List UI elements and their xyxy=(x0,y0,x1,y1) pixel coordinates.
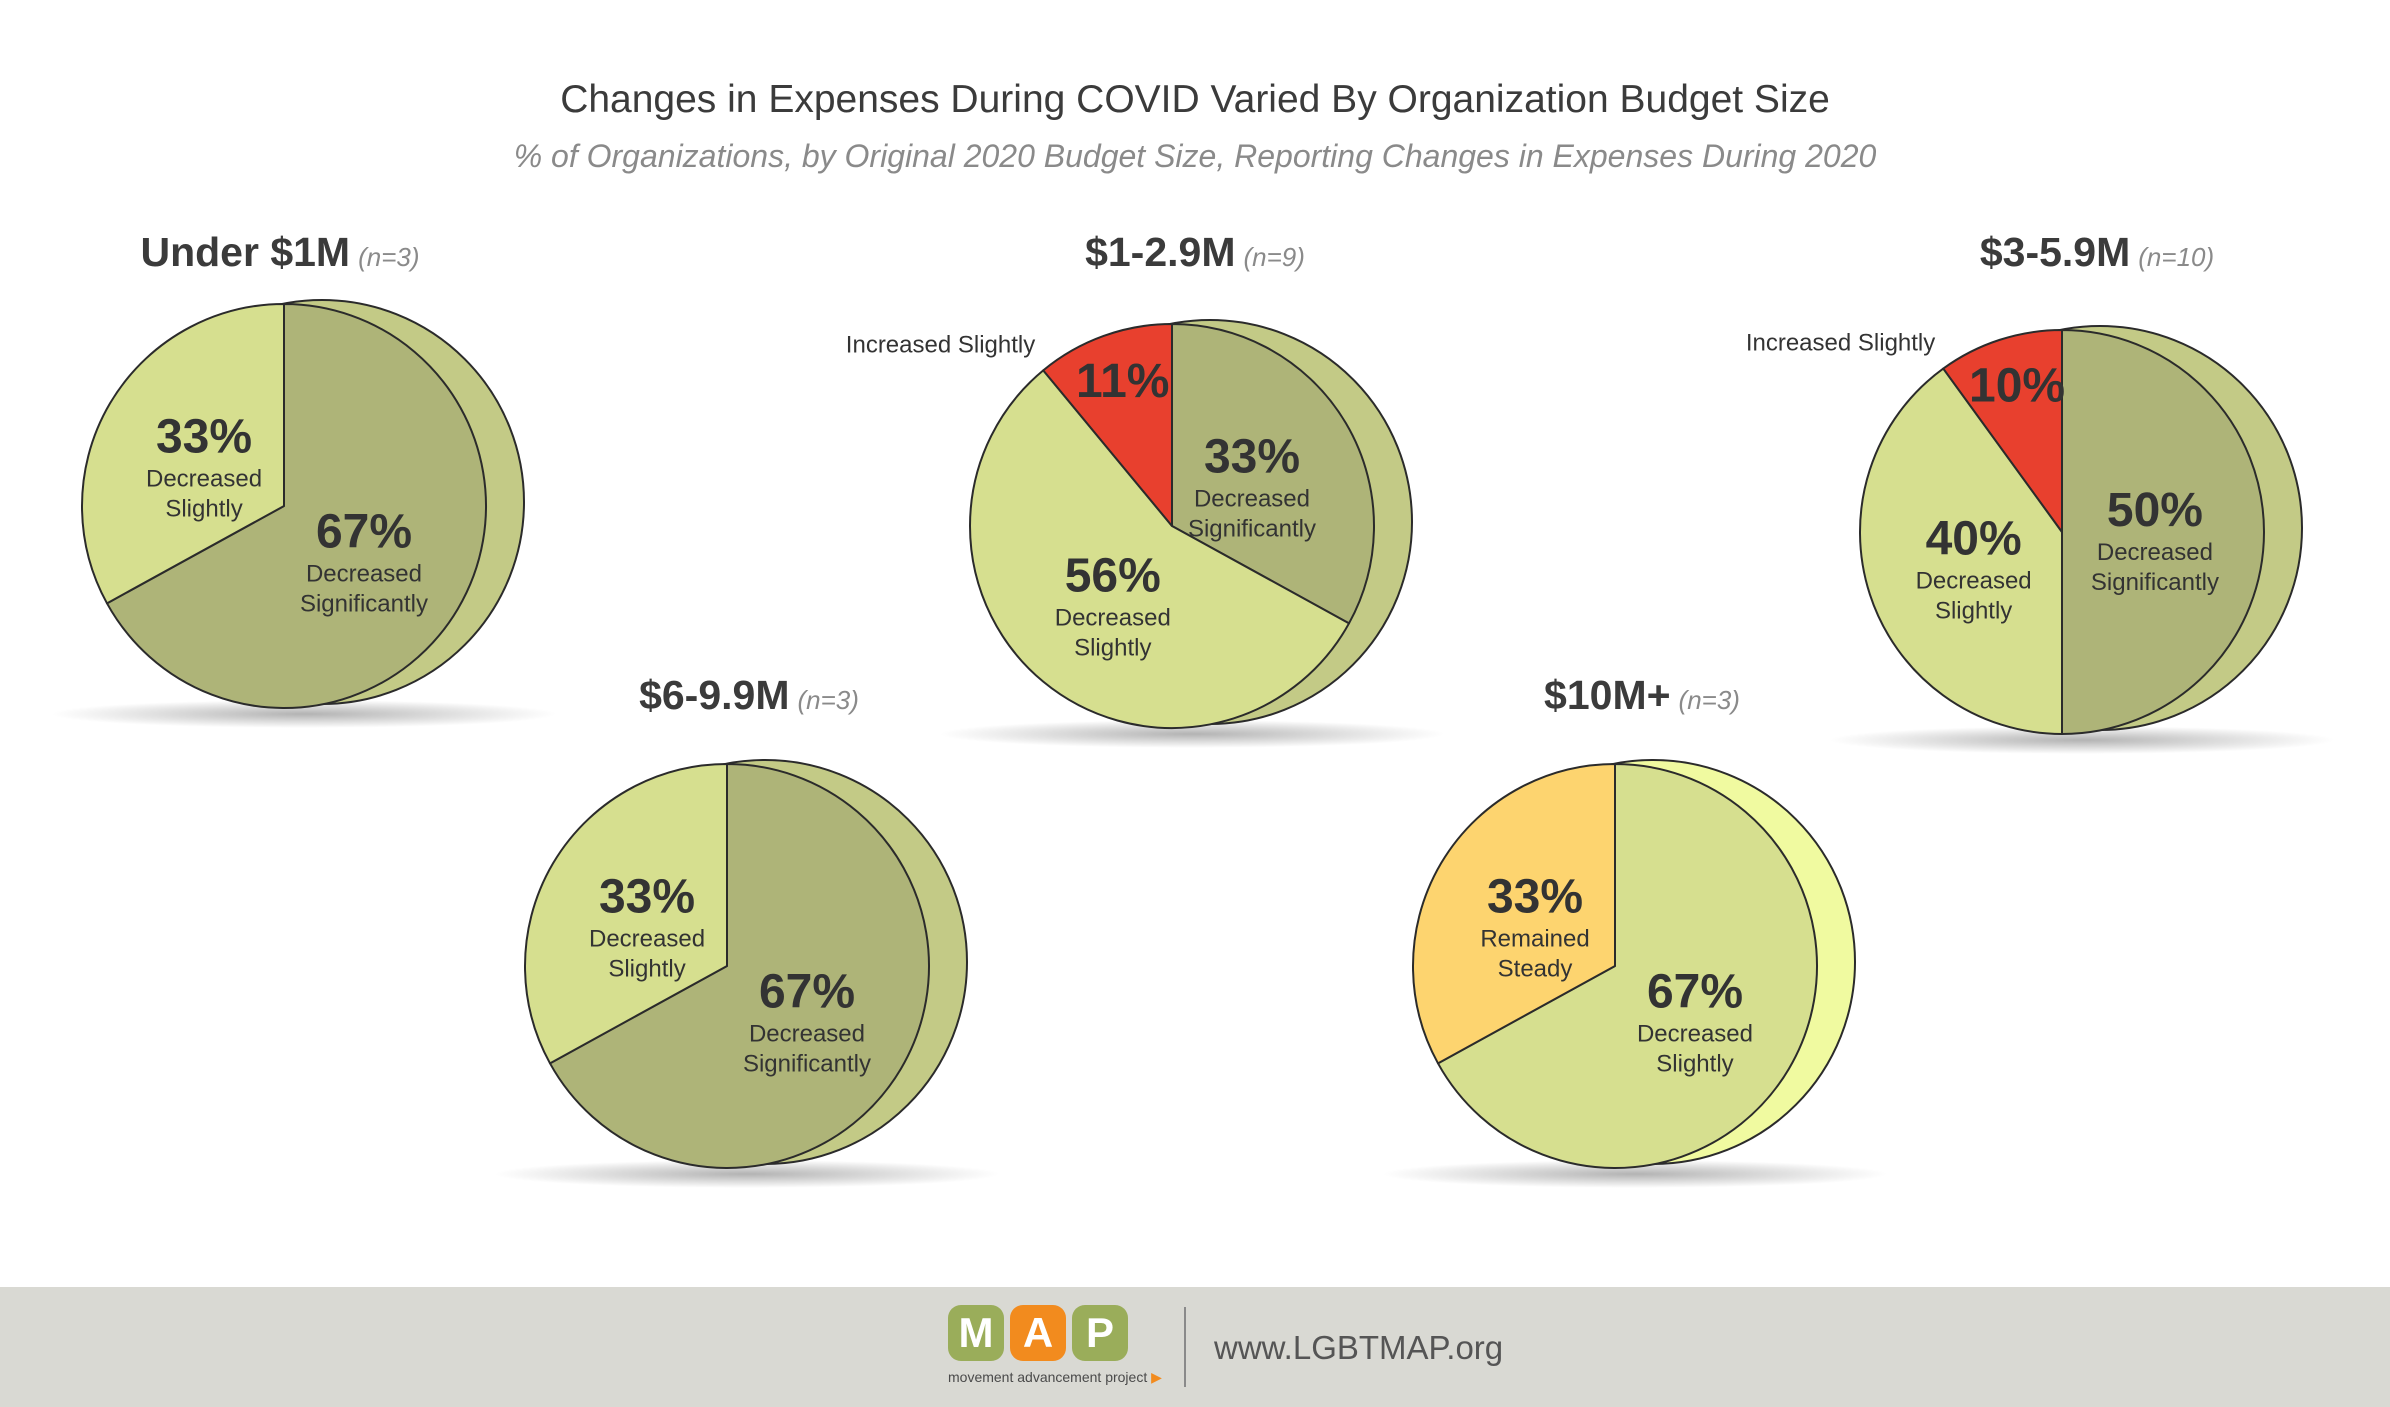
pie-category-label: $6-9.9M xyxy=(639,672,790,718)
slice-percent-label: 67% xyxy=(316,505,412,558)
pie-heading-10m: $10M+ (n=3) xyxy=(1544,675,1740,716)
pie-heading-3-5-9m: $3-5.9M (n=10) xyxy=(1980,232,2214,273)
chart-subtitle: % of Organizations, by Original 2020 Bud… xyxy=(513,138,1877,174)
pie-slice-decreased-significantly xyxy=(105,303,487,709)
slice-category-label: Slightly xyxy=(165,496,242,523)
slice-category-label: Decreased xyxy=(1055,605,1171,632)
chart-title: Changes in Expenses During COVID Varied … xyxy=(560,78,1830,121)
pie-slice-decreased-significantly xyxy=(548,763,930,1169)
slice-category-label: Decreased xyxy=(1194,486,1310,513)
slice-category-label: Decreased xyxy=(1916,568,2032,595)
slice-category-label: Significantly xyxy=(300,590,428,617)
pie-sample-size: (n=3) xyxy=(358,242,420,272)
pie-heading-6-9-9m: $6-9.9M (n=3) xyxy=(639,675,859,716)
logo-letter-p: P xyxy=(1072,1305,1128,1361)
slice-percent-label: 10% xyxy=(1969,360,2065,413)
pie-charts-canvas: 67%DecreasedSignificantly33%DecreasedSli… xyxy=(51,299,2335,1188)
slice-category-label: Decreased xyxy=(2097,539,2213,566)
logo-letters: M A P xyxy=(948,1305,1148,1363)
pie-slice-decreased-significantly xyxy=(1171,323,1375,625)
slice-category-label: Slightly xyxy=(608,956,685,983)
slice-category-label: Slightly xyxy=(1656,1050,1733,1077)
slice-percent-label: 50% xyxy=(2107,484,2203,537)
slice-category-label: Slightly xyxy=(1074,635,1151,662)
slice-percent-label: 67% xyxy=(759,965,855,1018)
pie-sample-size: (n=9) xyxy=(1243,242,1305,272)
slice-category-label: Increased Slightly xyxy=(846,331,1035,358)
website-link[interactable]: www.LGBTMAP.org xyxy=(1214,1329,1504,1366)
slice-category-label: Slightly xyxy=(1935,598,2012,625)
pie-slice-decreased-slightly xyxy=(524,763,728,1065)
pie-slice-increased-slightly xyxy=(1942,329,2063,533)
pie-slice-decreased-slightly xyxy=(969,369,1351,729)
pie-category-label: $1-2.9M xyxy=(1085,229,1236,275)
slice-percent-label: 33% xyxy=(599,871,695,924)
slice-category-label: Steady xyxy=(1498,956,1573,983)
footer-divider xyxy=(1184,1307,1186,1387)
slice-category-label: Decreased xyxy=(589,926,705,953)
pie-sample-size: (n=3) xyxy=(797,685,859,715)
pie-category-label: $3-5.9M xyxy=(1979,229,2131,275)
pie-shadow xyxy=(1829,726,2335,754)
slice-category-label: Significantly xyxy=(2091,569,2219,596)
footer-bar: M A P movement advancement project ▶ www… xyxy=(0,1287,2390,1407)
logo-tagline-text: movement advancement project xyxy=(948,1369,1148,1385)
logo-letter-a: A xyxy=(1010,1305,1066,1361)
slice-category-label: Decreased xyxy=(749,1020,865,1047)
pie-slice-decreased-slightly xyxy=(1436,763,1818,1169)
pie-slice-decreased-significantly xyxy=(2061,329,2265,735)
play-arrow-icon: ▶ xyxy=(1151,1369,1162,1385)
slice-category-label: Decreased xyxy=(1637,1020,1753,1047)
pie-category-label: Under $1M xyxy=(140,229,351,275)
slice-percent-label: 56% xyxy=(1065,550,1161,603)
pie-sample-size: (n=10) xyxy=(2138,242,2215,272)
pie-slice-increased-slightly xyxy=(1042,323,1173,527)
pie-slice-decreased-slightly xyxy=(81,303,285,605)
pie-chart-under-1m: 67%DecreasedSignificantly33%DecreasedSli… xyxy=(51,299,557,728)
map-logo[interactable]: M A P movement advancement project ▶ xyxy=(948,1305,1162,1395)
pie-slice-decreased-slightly xyxy=(1859,367,2063,735)
slice-percent-label: 40% xyxy=(1926,513,2022,566)
slice-category-label: Decreased xyxy=(146,466,262,493)
pie-chart-10m: 67%Decreased Slightly 33%Remained Steady xyxy=(1382,759,1888,1188)
pie-sample-size: (n=3) xyxy=(1678,685,1740,715)
pie-shadow xyxy=(51,700,557,728)
pie-heading-1-2-9m: $1-2.9M (n=9) xyxy=(1085,232,1305,273)
slice-percent-label: 11% xyxy=(1076,355,1169,408)
pie-shadow xyxy=(1382,1160,1888,1188)
pie-shadow xyxy=(939,720,1445,748)
slice-category-label: Remained xyxy=(1480,926,1589,953)
pie-chart-3-5-9m: 50%DecreasedSignificantly40%DecreasedSli… xyxy=(1746,325,2335,754)
slice-percent-label: 33% xyxy=(156,411,252,464)
pie-chart-6-9-9m: 67%DecreasedSignificantly33%DecreasedSli… xyxy=(494,759,1000,1188)
pie-slice-remained-steady xyxy=(1412,763,1616,1065)
logo-tagline: movement advancement project ▶ xyxy=(948,1369,1168,1386)
slice-percent-label: 33% xyxy=(1487,871,1583,924)
pie-category-label: $10M+ xyxy=(1544,672,1671,718)
pie-shadow xyxy=(494,1160,1000,1188)
pie-chart-1-2-9m: 33%DecreasedSignificantly56%DecreasedSli… xyxy=(846,319,1445,748)
slice-percent-label: 67% xyxy=(1647,965,1743,1018)
slice-category-label: Significantly xyxy=(1188,516,1316,543)
slice-percent-label: 33% xyxy=(1204,431,1300,484)
pie-heading-under-1m: Under $1M (n=3) xyxy=(140,232,419,273)
logo-letter-m: M xyxy=(948,1305,1004,1361)
slice-category-label: Significantly xyxy=(743,1050,871,1077)
slice-category-label: Decreased xyxy=(306,560,422,587)
slice-category-label: Increased Slightly xyxy=(1746,330,1935,357)
